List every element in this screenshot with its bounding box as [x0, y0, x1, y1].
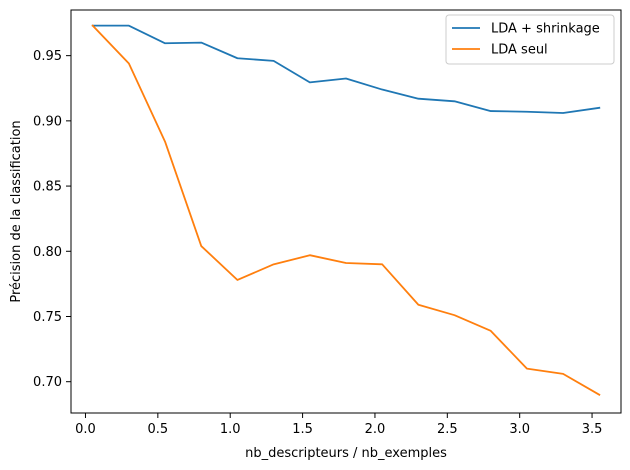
series-layer — [91, 24, 601, 396]
x-tick-label: 3.0 — [509, 422, 530, 437]
x-tick-label: 2.5 — [437, 422, 458, 437]
x-axis-ticks: 0.0 0.5 1.0 1.5 2.0 2.5 3.0 3.5 — [75, 413, 602, 437]
y-tick-label: 0.70 — [33, 375, 62, 390]
series-line-2 — [91, 24, 601, 396]
x-tick-label: 3.5 — [582, 422, 603, 437]
legend-label-1: LDA + shrinkage — [491, 22, 600, 37]
x-tick-label: 2.0 — [365, 422, 386, 437]
x-axis-label: nb_descripteurs / nb_exemples — [245, 446, 447, 461]
x-tick-label: 0.5 — [147, 422, 168, 437]
legend: LDA + shrinkage LDA seul — [445, 14, 615, 65]
y-tick-label: 0.95 — [33, 49, 62, 64]
y-axis-label: Précision de la classification — [9, 120, 24, 302]
x-tick-label: 0.0 — [75, 422, 96, 437]
y-tick-label: 0.85 — [33, 180, 62, 195]
plot-background — [71, 10, 621, 413]
y-axis-ticks: 0.70 0.75 0.80 0.85 0.90 0.95 — [33, 49, 71, 390]
y-tick-label: 0.80 — [33, 245, 62, 260]
legend-box — [445, 14, 615, 65]
legend-label-2: LDA seul — [491, 43, 548, 58]
y-tick-label: 0.90 — [33, 114, 62, 129]
plot-frame — [70, 9, 622, 414]
x-tick-label: 1.5 — [292, 422, 313, 437]
x-tick-label: 1.0 — [220, 422, 241, 437]
series-line-1 — [91, 24, 601, 114]
y-tick-label: 0.75 — [33, 310, 62, 325]
